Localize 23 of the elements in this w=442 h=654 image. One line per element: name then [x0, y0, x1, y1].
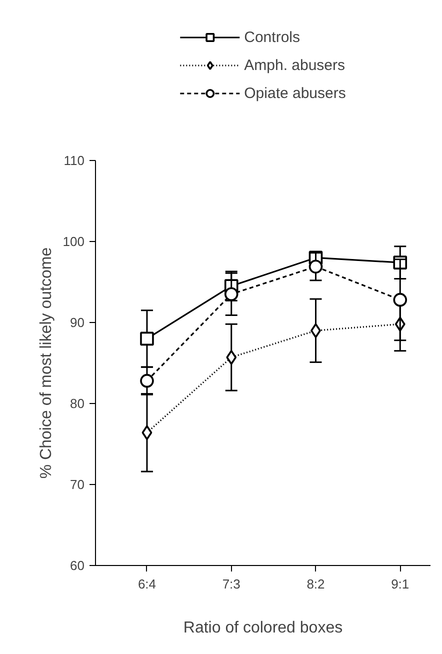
y-tick-label: 100 — [62, 234, 85, 249]
legend-label: Amph. abusers — [244, 56, 346, 74]
point — [393, 292, 408, 307]
x-tick-label: 7:3 — [222, 576, 240, 592]
legend-label: Controls — [244, 28, 300, 46]
point — [140, 332, 154, 346]
x-tick-label: 6:4 — [138, 576, 156, 592]
point — [224, 287, 238, 302]
y-tick-label: 70 — [70, 477, 85, 492]
y-tick-label: 80 — [70, 396, 85, 411]
point — [140, 374, 154, 388]
y-tick-label: 90 — [70, 315, 85, 330]
point — [226, 350, 237, 365]
point — [142, 425, 152, 440]
point — [308, 260, 323, 274]
x-tick-label: 8:2 — [306, 576, 325, 592]
x-tick-label: 9:1 — [391, 576, 410, 592]
y-tick-label: 110 — [64, 153, 85, 168]
y-axis-title: % Choice of most likely outcome — [38, 247, 55, 479]
y-tick-label: 60 — [70, 558, 85, 573]
x-axis-title: Ratio of colored boxes — [183, 620, 343, 636]
legend-label: Opiate abusers — [244, 84, 346, 102]
point — [310, 323, 321, 338]
